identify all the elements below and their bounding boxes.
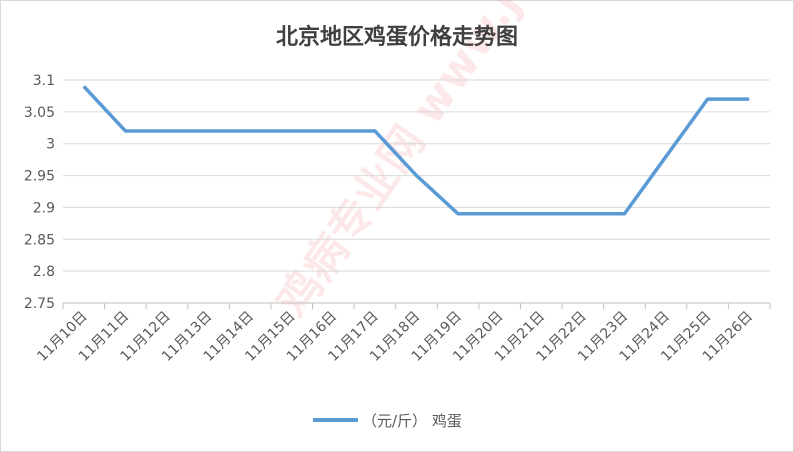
- y-tick-label: 2.75: [24, 296, 55, 312]
- y-tick-label: 2.85: [24, 232, 55, 248]
- chart-title: 北京地区鸡蛋价格走势图: [276, 24, 518, 50]
- legend: （元/斤） 鸡蛋: [313, 412, 462, 430]
- y-tick-label: 2.9: [33, 200, 55, 216]
- series-line-eggs: [82, 85, 750, 216]
- y-tick-label: 2.8: [33, 264, 55, 280]
- legend-label: （元/斤） 鸡蛋: [362, 412, 462, 430]
- y-tick-label: 3: [46, 137, 55, 153]
- y-tick-label: 3.1: [33, 73, 55, 89]
- y-tick-label: 3.05: [24, 105, 55, 121]
- y-tick-label: 2.95: [24, 169, 55, 185]
